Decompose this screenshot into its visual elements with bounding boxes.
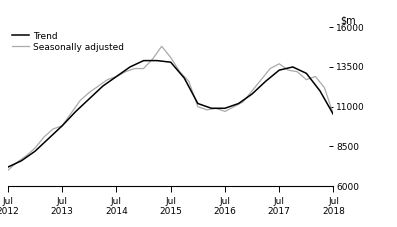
Trend (277, 69, 281, 72)
Trend (141, 59, 146, 62)
Text: $m: $m (340, 16, 356, 26)
Seasonally adjusted (87, 91, 92, 94)
Trend (19, 159, 24, 162)
Seasonally adjusted (331, 113, 336, 116)
Seasonally adjusted (150, 58, 155, 60)
Seasonally adjusted (277, 62, 281, 65)
Seasonally adjusted (6, 169, 10, 172)
Seasonally adjusted (60, 124, 65, 127)
Seasonally adjusted (42, 136, 46, 138)
Seasonally adjusted (259, 78, 264, 81)
Seasonally adjusted (33, 147, 37, 149)
Seasonally adjusted (96, 85, 101, 87)
Seasonally adjusted (177, 70, 182, 73)
Line: Seasonally adjusted: Seasonally adjusted (8, 46, 333, 170)
Seasonally adjusted (78, 99, 83, 102)
Trend (209, 107, 214, 110)
Seasonally adjusted (241, 101, 245, 103)
Trend (127, 66, 132, 68)
Legend: Trend, Seasonally adjusted: Trend, Seasonally adjusted (12, 32, 124, 52)
Trend (73, 110, 78, 113)
Seasonally adjusted (195, 105, 200, 108)
Seasonally adjusted (105, 78, 110, 81)
Seasonally adjusted (204, 109, 209, 111)
Trend (263, 80, 268, 83)
Trend (168, 61, 173, 64)
Seasonally adjusted (141, 67, 146, 70)
Seasonally adjusted (114, 75, 119, 78)
Seasonally adjusted (187, 80, 191, 83)
Trend (60, 124, 65, 127)
Seasonally adjusted (223, 110, 227, 113)
Seasonally adjusted (69, 112, 73, 114)
Trend (100, 85, 105, 87)
Seasonally adjusted (322, 86, 327, 89)
Seasonally adjusted (304, 78, 309, 81)
Seasonally adjusted (123, 70, 128, 73)
Trend (331, 113, 336, 116)
Seasonally adjusted (132, 67, 137, 70)
Seasonally adjusted (231, 105, 236, 108)
Trend (33, 150, 37, 153)
Seasonally adjusted (15, 161, 19, 164)
Trend (46, 137, 51, 140)
Seasonally adjusted (159, 45, 164, 48)
Seasonally adjusted (214, 107, 218, 110)
Trend (236, 102, 241, 105)
Line: Trend: Trend (8, 61, 333, 167)
Trend (87, 97, 92, 100)
Trend (290, 66, 295, 68)
Seasonally adjusted (250, 89, 254, 92)
Seasonally adjusted (286, 69, 291, 72)
Seasonally adjusted (51, 128, 56, 130)
Seasonally adjusted (313, 75, 318, 78)
Seasonally adjusted (168, 56, 173, 59)
Seasonally adjusted (295, 70, 300, 73)
Trend (223, 107, 227, 110)
Trend (114, 75, 119, 78)
Trend (318, 89, 322, 92)
Trend (155, 59, 160, 62)
Trend (304, 72, 309, 75)
Trend (250, 93, 254, 95)
Seasonally adjusted (268, 67, 273, 70)
Trend (6, 166, 10, 168)
Trend (195, 102, 200, 105)
Seasonally adjusted (24, 155, 29, 157)
Trend (182, 77, 187, 79)
